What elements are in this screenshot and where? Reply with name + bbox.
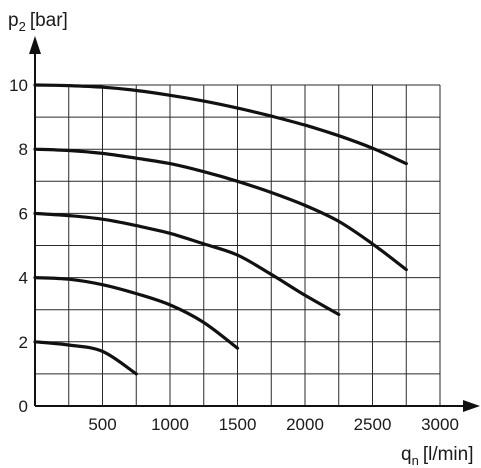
y-axis-arrow: [29, 36, 41, 54]
series-line-4: [33, 276, 240, 350]
series-line-5: [33, 340, 138, 376]
y-axis-label: p2 [bar]: [8, 10, 68, 34]
y-tick-label: 4: [19, 269, 28, 288]
axes: [29, 36, 480, 412]
x-tick-label: 1000: [151, 415, 189, 434]
series-line-3: [33, 211, 341, 317]
series-line-2: [33, 147, 408, 272]
x-tick-label: 1500: [219, 415, 257, 434]
x-tick-label: 2500: [354, 415, 392, 434]
y-tick-label: 2: [19, 333, 28, 352]
x-tick-label: 500: [88, 415, 116, 434]
curves: [33, 83, 408, 376]
x-tick-label: 2000: [286, 415, 324, 434]
y-tick-label: 8: [19, 140, 28, 159]
series-line-1: [33, 83, 408, 166]
grid: [34, 84, 441, 407]
y-tick-label: 0: [19, 397, 28, 416]
x-axis-arrow: [463, 400, 480, 412]
y-tick-label: 6: [19, 204, 28, 223]
tick-labels: 500 1000 1500 2000 2500 3000 0 2 4 6 8 10: [9, 76, 459, 434]
x-axis-label: qn [l/min]: [401, 444, 474, 468]
x-tick-label: 3000: [421, 415, 459, 434]
y-tick-label: 10: [9, 76, 28, 95]
